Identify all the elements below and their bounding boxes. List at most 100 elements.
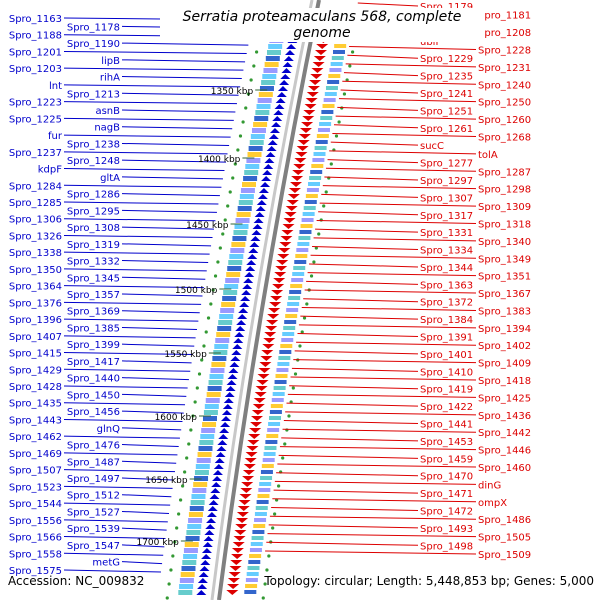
tick-mark-left (231, 176, 235, 180)
leader-line-right (265, 550, 477, 555)
cog-feature-strip (211, 362, 226, 367)
cog-feature-strip (259, 86, 274, 91)
rna-feature-strip (310, 170, 323, 174)
cog-feature-strip (214, 344, 229, 349)
tick-mark-left (221, 232, 225, 236)
rna-feature-strip (332, 50, 345, 54)
plus-strand-gene (292, 170, 305, 175)
leader-line-left (63, 234, 213, 238)
leader-line-right (290, 376, 477, 381)
plus-strand-gene (295, 152, 308, 157)
gene-label-left: Spro_1440 (67, 374, 120, 385)
tick-mark-left (173, 540, 177, 544)
rna-feature-strip (261, 464, 274, 468)
gene-label-left: asnB (95, 106, 120, 117)
minus-strand-gene (202, 542, 213, 547)
gene-label-left: Spro_1190 (67, 39, 120, 50)
plus-strand-gene (305, 98, 318, 103)
leader-line-right (298, 324, 477, 329)
leader-line-right (333, 124, 419, 129)
gene-label-right: Spro_1418 (478, 376, 531, 387)
gene-label-right: Spro_1287 (478, 167, 531, 178)
scale-label: 1550 kbp (164, 350, 207, 360)
plus-strand-gene (237, 506, 250, 511)
plus-strand-gene (231, 554, 244, 559)
minus-strand-gene (201, 554, 212, 559)
rna-feature-strip (267, 428, 280, 432)
rna-feature-strip (285, 314, 298, 318)
gene-label-right: Spro_1317 (420, 211, 473, 222)
plus-strand-gene (307, 86, 320, 91)
minus-strand-gene (217, 440, 228, 445)
plus-strand-gene (268, 308, 281, 313)
plus-strand-gene (281, 230, 294, 235)
gene-label-right: Spro_1470 (420, 472, 473, 483)
minus-strand-gene (209, 494, 220, 499)
minus-strand-gene (275, 98, 286, 103)
minus-strand-gene (234, 332, 245, 337)
plus-strand-gene (304, 104, 317, 109)
leader-line-left (121, 142, 230, 146)
plus-strand-gene (288, 188, 301, 193)
leader-line-left (121, 377, 189, 381)
rna-feature-strip (276, 368, 289, 372)
rna-feature-strip (263, 452, 276, 456)
leader-line-right (310, 254, 477, 259)
cog-feature-strip (262, 74, 277, 79)
gene-label-left: Spro_1435 (9, 399, 62, 410)
gene-label-right: Spro_1318 (478, 219, 531, 230)
rna-feature-strip (312, 158, 325, 162)
minus-strand-gene (281, 68, 292, 73)
gene-label-left: Spro_1345 (67, 273, 120, 284)
rna-feature-strip (296, 248, 309, 252)
plus-strand-gene (279, 242, 292, 247)
gene-label-left: Spro_1201 (9, 47, 62, 58)
rna-feature-strip (264, 446, 277, 450)
rna-feature-strip (284, 320, 297, 324)
leader-line-left (63, 519, 168, 523)
tick-mark-right (342, 92, 347, 96)
leader-line-left (63, 151, 228, 155)
cog-feature-strip (210, 368, 225, 373)
minus-strand-gene (232, 344, 243, 349)
plus-strand-gene (311, 68, 324, 73)
tick-mark-right (281, 456, 285, 460)
tick-mark-left (223, 218, 227, 222)
gene-label-right: Spro_1228 (478, 45, 531, 56)
gene-label-left: Spro_1417 (67, 357, 120, 368)
rna-feature-strip (253, 524, 266, 528)
leader-line-left (63, 318, 199, 322)
leader-line-left (121, 310, 200, 314)
rna-feature-strip (287, 302, 300, 306)
minus-strand-gene (218, 434, 229, 439)
leader-line-right (296, 341, 477, 346)
cog-feature-strip (243, 176, 258, 181)
gene-label-right: Spro_1384 (420, 315, 473, 326)
leader-line-right (301, 306, 477, 311)
tick-mark-right (302, 316, 307, 320)
minus-strand-gene (211, 482, 222, 487)
tick-mark-right (267, 554, 271, 558)
leader-line-left (121, 427, 182, 431)
cog-feature-strip (183, 548, 198, 553)
leader-line-left (63, 402, 186, 406)
plus-strand-gene (267, 314, 280, 319)
leader-line-right (324, 176, 419, 181)
cog-feature-strip (266, 50, 281, 55)
leader-line-left (63, 485, 173, 489)
minus-strand-gene (280, 74, 291, 79)
cog-feature-strip (232, 236, 247, 241)
gene-label-left: Spro_1385 (67, 323, 120, 334)
minus-strand-gene (220, 416, 231, 421)
minus-strand-gene (261, 176, 272, 181)
plus-strand-gene (232, 542, 245, 547)
plus-strand-gene (250, 422, 263, 427)
tick-mark-right (324, 190, 328, 194)
cog-feature-strip (253, 122, 268, 127)
minus-strand-gene (206, 512, 217, 517)
rna-feature-strip (265, 440, 278, 444)
leader-line-right (309, 263, 419, 268)
gene-label-right: Spro_1419 (420, 385, 473, 396)
plus-strand-gene (235, 524, 248, 529)
plus-strand-gene (242, 470, 255, 475)
